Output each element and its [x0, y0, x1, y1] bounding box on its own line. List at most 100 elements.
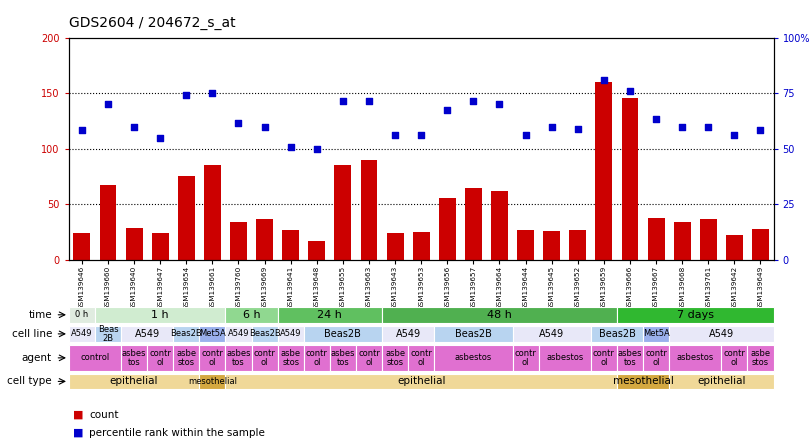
Bar — [595, 82, 612, 260]
Point — [571, 125, 584, 132]
Bar — [382, 307, 617, 322]
Text: time: time — [28, 310, 52, 320]
Text: Beas
2B: Beas 2B — [98, 325, 118, 342]
Bar — [252, 345, 278, 371]
Text: cell line: cell line — [11, 329, 52, 339]
Text: A549: A549 — [71, 329, 92, 338]
Bar — [178, 177, 194, 260]
Point — [310, 145, 323, 152]
Text: epithelial: epithelial — [110, 377, 158, 386]
Text: 1 h: 1 h — [151, 310, 169, 320]
Text: A549: A549 — [395, 329, 420, 339]
Text: contr
ol: contr ol — [254, 349, 275, 366]
Bar — [230, 222, 247, 260]
Bar — [617, 307, 774, 322]
Bar — [434, 326, 513, 342]
Point — [284, 143, 297, 150]
Text: cell type: cell type — [7, 377, 52, 386]
Bar — [225, 307, 278, 322]
Text: contr
ol: contr ol — [723, 349, 745, 366]
Bar — [199, 374, 225, 389]
Bar — [278, 345, 304, 371]
Bar — [669, 345, 722, 371]
Bar — [544, 231, 561, 260]
Bar — [617, 374, 669, 389]
Text: 6 h: 6 h — [243, 310, 260, 320]
Point — [206, 90, 219, 97]
Text: contr
ol: contr ol — [645, 349, 667, 366]
Bar — [256, 219, 273, 260]
Text: count: count — [89, 410, 118, 420]
Text: Met5A: Met5A — [642, 329, 670, 338]
Bar — [700, 219, 717, 260]
Text: Beas2B: Beas2B — [249, 329, 280, 338]
Point — [493, 101, 506, 108]
Text: contr
ol: contr ol — [149, 349, 171, 366]
Bar — [225, 374, 617, 389]
Point — [258, 123, 271, 130]
Bar — [643, 345, 669, 371]
Point — [467, 98, 480, 105]
Bar — [590, 326, 643, 342]
Bar — [335, 166, 352, 260]
Text: asbestos: asbestos — [454, 353, 492, 362]
Bar — [513, 345, 539, 371]
Text: asbe
stos: asbe stos — [177, 349, 196, 366]
Point — [545, 123, 558, 130]
Bar — [121, 326, 173, 342]
Bar — [621, 98, 638, 260]
Text: Beas2B: Beas2B — [599, 329, 635, 339]
Bar — [225, 345, 252, 371]
Point — [754, 127, 767, 134]
Text: A549: A549 — [134, 329, 160, 339]
Text: asbestos: asbestos — [676, 353, 714, 362]
Bar — [617, 345, 643, 371]
Bar — [330, 345, 356, 371]
Text: mesothelial: mesothelial — [612, 377, 673, 386]
Point — [415, 132, 428, 139]
Text: asbe
stos: asbe stos — [280, 349, 301, 366]
Point — [624, 87, 637, 95]
Text: 48 h: 48 h — [487, 310, 512, 320]
Point — [650, 115, 663, 123]
Text: asbe
stos: asbe stos — [385, 349, 405, 366]
Point — [101, 101, 114, 108]
Text: contr
ol: contr ol — [202, 349, 224, 366]
Text: asbestos: asbestos — [546, 353, 583, 362]
Bar — [539, 345, 590, 371]
Bar — [225, 326, 252, 342]
Bar — [282, 230, 299, 260]
Text: A549: A549 — [228, 329, 249, 338]
Bar — [722, 345, 748, 371]
Bar — [465, 188, 482, 260]
Bar — [173, 326, 199, 342]
Point — [232, 120, 245, 127]
Bar — [147, 345, 173, 371]
Text: A549: A549 — [539, 329, 565, 339]
Bar — [382, 326, 434, 342]
Bar — [491, 191, 508, 260]
Point — [180, 92, 193, 99]
Text: percentile rank within the sample: percentile rank within the sample — [89, 428, 265, 438]
Bar — [356, 345, 382, 371]
Text: 24 h: 24 h — [318, 310, 343, 320]
Bar — [74, 233, 91, 260]
Bar — [95, 307, 225, 322]
Text: asbes
tos: asbes tos — [226, 349, 251, 366]
Text: contr
ol: contr ol — [410, 349, 433, 366]
Bar — [569, 230, 586, 260]
Bar — [199, 345, 225, 371]
Bar — [413, 232, 429, 260]
Text: A549: A549 — [280, 329, 301, 338]
Text: mesothelial: mesothelial — [188, 377, 237, 386]
Text: 0 h: 0 h — [75, 310, 88, 319]
Bar — [126, 228, 143, 260]
Bar — [360, 160, 377, 260]
Point — [441, 107, 454, 114]
Bar — [590, 345, 617, 371]
Text: Beas2B: Beas2B — [325, 329, 361, 339]
Bar — [304, 345, 330, 371]
Text: control: control — [80, 353, 109, 362]
Point — [389, 132, 402, 139]
Bar — [748, 345, 774, 371]
